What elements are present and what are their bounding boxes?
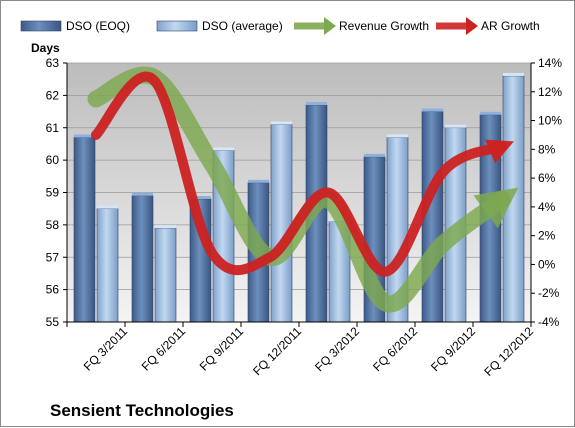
x-tick-label: FQ 9/2011 [197,324,247,374]
right-tick-label: 8% [538,142,556,156]
bar-cap [364,153,385,157]
right-tick-label: 2% [538,229,556,243]
bar-dso-eoq- [131,195,154,323]
bar-cap [155,225,176,229]
bar-dso-eoq- [73,137,96,323]
legend-swatch-arrow [324,17,336,35]
x-tick-label: FQ 6/2011 [139,324,189,374]
bar-cap [480,111,501,115]
left-tick-label: 58 [46,218,60,232]
bar-cap [271,121,292,125]
x-tick-label: FQ 3/2012 [312,324,362,374]
x-tick-label: FQ 12/2011 [250,324,304,378]
bar-cap [387,134,408,138]
left-tick-label: 56 [46,283,60,297]
legend-label: AR Growth [481,19,540,33]
right-tick-label: -4% [538,315,560,329]
line-ar-growth [91,71,514,277]
left-tick-label: 59 [46,186,60,200]
right-tick-label: 14% [538,56,562,70]
bar-cap [503,72,524,76]
bar-cap [445,124,466,128]
right-tick-label: 10% [538,114,562,128]
x-tick-label: FQ 9/2012 [428,324,478,374]
legend-swatch [20,20,62,32]
right-axis-ticks: -4% -2% 0% 2% 4% 6% 8% 10% 12% 14% [531,56,562,329]
x-axis-ticks: FQ 3/2011 FQ 6/2011 FQ 9/2011 FQ 12/2011 FQ … [66,322,536,379]
legend-label: DSO (average) [202,19,283,33]
legend-label: DSO (EOQ) [66,19,130,33]
bar-dso-average- [270,124,293,323]
bar-cap [248,179,269,183]
left-tick-label: 57 [46,250,60,264]
bar-dso-average- [154,227,177,323]
company-name: Sensient Technologies [50,401,234,420]
x-tick-label: FQ 6/2012 [370,324,420,374]
bar-cap [422,108,443,112]
bar-cap [74,134,95,138]
right-tick-label: 6% [538,171,556,185]
bar-cap [97,205,118,209]
bars [73,72,525,323]
bar-dso-average- [96,208,119,323]
x-tick-label: FQ 12/2012 [481,324,536,379]
legend: DSO (EOQ) DSO (average) Revenue Growth AR G… [20,17,540,35]
left-tick-label: 62 [46,88,60,102]
bar-cap [132,192,153,196]
left-tick-label: 63 [46,56,60,70]
left-tick-label: 60 [46,153,60,167]
legend-swatch [156,20,198,32]
left-tick-label: 61 [46,121,60,135]
bar-cap [306,102,327,106]
legend-label: Revenue Growth [339,19,429,33]
y-axis-unit-label: Days [31,41,60,55]
right-tick-label: 12% [538,85,562,99]
right-tick-label: -2% [538,286,560,300]
bar-cap [213,147,234,151]
growth-lines [87,66,519,313]
legend-swatch-arrow [466,17,478,35]
x-tick-label: FQ 3/2011 [81,324,131,374]
left-axis-ticks: 55 56 57 58 59 60 61 62 63 [46,56,67,329]
bar-cap [190,195,211,199]
right-tick-label: 0% [538,257,556,271]
left-tick-label: 55 [46,315,60,329]
right-tick-label: 4% [538,200,556,214]
